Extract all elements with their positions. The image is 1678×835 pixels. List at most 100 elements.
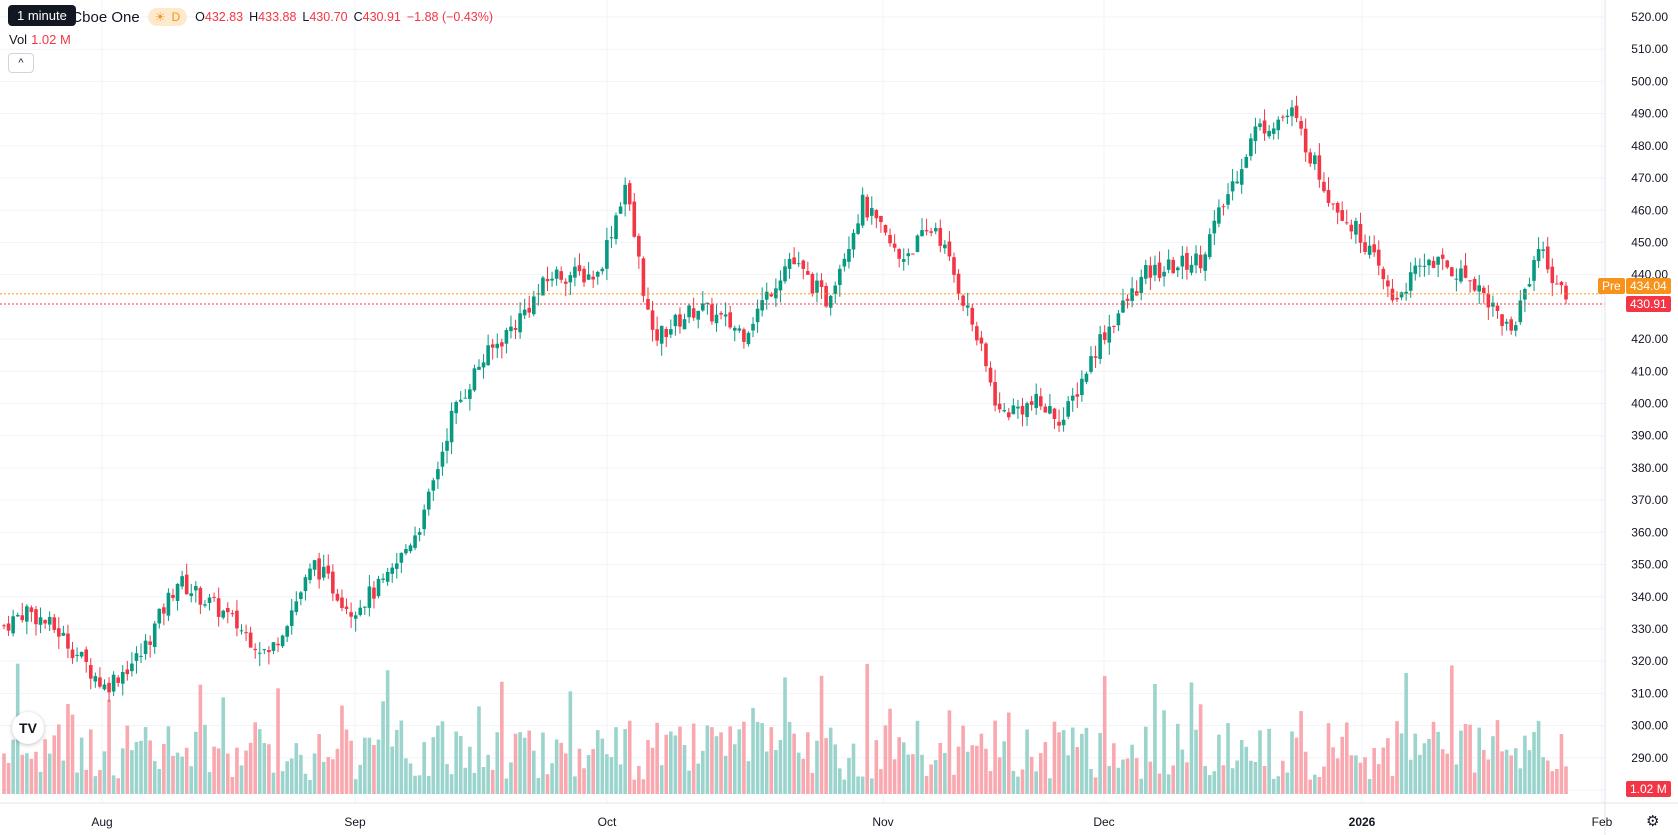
volume-bar (764, 751, 769, 794)
volume-bar (614, 727, 618, 794)
volume-bar (1203, 766, 1207, 794)
volume-bar (111, 775, 116, 794)
volume-bar (792, 733, 796, 794)
candle-body (1536, 248, 1541, 262)
volume-bar (573, 776, 577, 794)
candle-body (1344, 222, 1349, 224)
candle-body (404, 549, 408, 554)
volume-bar (1185, 762, 1189, 794)
volume-bar (376, 739, 381, 794)
candle-body (659, 325, 664, 344)
volume-bar (806, 732, 810, 794)
volume-bar (335, 748, 340, 794)
candle-body (1084, 373, 1089, 382)
volume-bar (824, 738, 828, 794)
volume-bar (1080, 733, 1084, 794)
collapse-legend-button[interactable]: ^ (8, 53, 34, 73)
volume-bar (422, 742, 426, 794)
volume-bar (1002, 741, 1007, 794)
volume-bar (271, 772, 276, 794)
volume-bar (838, 768, 842, 794)
volume-label: Vol (9, 32, 28, 47)
volume-bar (1157, 773, 1162, 794)
candle-body (504, 330, 509, 344)
candle-body (111, 674, 116, 692)
price-axis-label: 330.00 (1631, 622, 1668, 636)
candle-body (1011, 405, 1016, 415)
volume-bar (88, 729, 93, 794)
candle-body (490, 344, 495, 348)
volume-bar (363, 737, 367, 794)
volume-bar (248, 742, 253, 794)
volume-legend[interactable]: Vol 1.02 M (9, 32, 71, 47)
candle-body (1399, 292, 1404, 298)
volume-bar (700, 750, 705, 794)
tradingview-logo-icon[interactable]: TV (12, 712, 44, 744)
price-axis-label: 500.00 (1631, 74, 1668, 88)
volume-bar (1349, 755, 1354, 794)
candle-body (842, 258, 847, 267)
candlesticks (2, 95, 1568, 702)
price-axis-label: 360.00 (1631, 525, 1668, 539)
candle-body (363, 606, 367, 608)
candle-body (988, 367, 993, 383)
volume-bar (1463, 724, 1468, 794)
candle-body (1244, 156, 1249, 168)
symbol-legend[interactable]: nc. · 4h · Cboe One ☀ D O432.83 H433.88 … (8, 6, 493, 28)
volume-bar (1139, 778, 1144, 794)
candle-body (1116, 313, 1121, 326)
volume-bar (84, 769, 89, 794)
price-axis-label: 450.00 (1631, 235, 1668, 249)
candle-body (1258, 123, 1262, 128)
candle-body (714, 314, 719, 324)
volume-bar (655, 722, 659, 794)
volume-bar (157, 768, 162, 794)
volume-bar (1299, 711, 1303, 794)
candle-body (865, 196, 870, 218)
candle-body (627, 183, 632, 205)
volume-bar (943, 753, 947, 794)
volume-bar (518, 732, 522, 794)
volume-bar (1313, 774, 1317, 794)
volume-bar (1253, 761, 1258, 794)
candle-body (1358, 223, 1363, 243)
candle-body (1002, 410, 1007, 412)
time-axis-label: Sep (344, 815, 366, 829)
candle-body (486, 345, 490, 366)
price-axis-label: 480.00 (1631, 139, 1668, 153)
volume-bar (819, 675, 824, 794)
candle-body (1185, 253, 1189, 270)
volume-bar (98, 770, 102, 794)
candle-body (1070, 395, 1075, 401)
volume-bar (1207, 775, 1212, 794)
volume-bar (1070, 727, 1075, 794)
volume-bar (1358, 762, 1363, 794)
candle-body (1335, 203, 1340, 213)
candle-body (1326, 190, 1331, 203)
volume-bar (1532, 731, 1536, 794)
candle-body (650, 310, 655, 330)
volume-bar (289, 758, 294, 794)
candle-body (1207, 234, 1212, 257)
candle-body (1303, 128, 1308, 153)
candle-body (1408, 272, 1413, 291)
candle-body (1235, 181, 1239, 184)
volume-bar (828, 727, 833, 794)
volume-bar (541, 732, 545, 794)
volume-bar (267, 744, 271, 794)
volume-bar (1541, 757, 1545, 794)
candle-body (1130, 288, 1134, 301)
candle-body (801, 260, 806, 269)
candle-body (1450, 267, 1454, 277)
volume-bar (477, 706, 481, 794)
candle-body (280, 635, 285, 647)
volume-bar (75, 772, 79, 794)
volume-bar (1171, 765, 1176, 794)
candle-body (664, 329, 669, 338)
volume-bar (189, 766, 194, 794)
candle-body (769, 294, 774, 297)
volume-bar (915, 720, 920, 794)
session-badge[interactable]: ☀ D (147, 8, 188, 26)
settings-gear-icon[interactable]: ⚙ (1646, 813, 1660, 830)
